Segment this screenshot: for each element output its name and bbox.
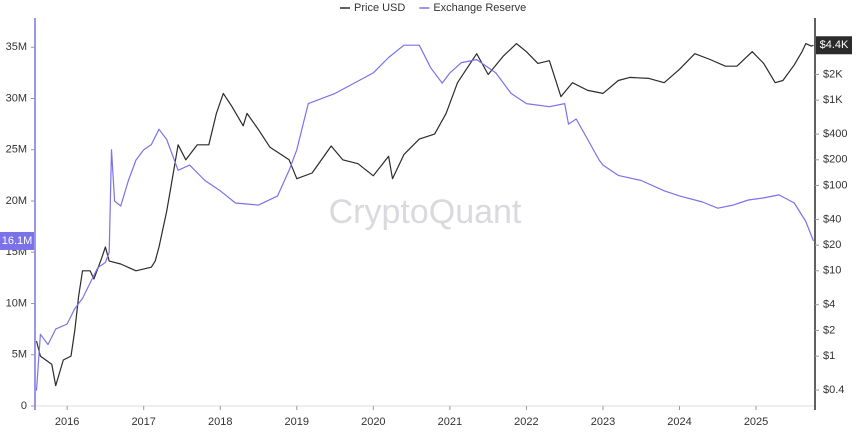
y2-tick-label: $4 [823, 299, 835, 311]
y2-tick-label: $1K [823, 94, 843, 106]
y2-tick-label: $2K [823, 68, 843, 80]
legend-label: Exchange Reserve [433, 2, 526, 14]
y2-tick-label: $0.4 [823, 384, 844, 396]
value-label: 16.1M [2, 235, 33, 247]
y-tick-label: 0 [21, 400, 27, 412]
value-label: $4.4K [820, 39, 849, 51]
y-tick-label: 10M [6, 297, 27, 309]
y-tick-label: 35M [6, 41, 27, 53]
y-tick-label: 30M [6, 92, 27, 104]
series-line [35, 44, 815, 391]
x-tick-label: 2021 [438, 416, 462, 428]
y2-tick-label: $400 [823, 128, 847, 140]
y2-tick-label: $100 [823, 179, 847, 191]
x-tick-label: 2018 [208, 416, 232, 428]
y2-tick-label: $20 [823, 239, 841, 251]
y-tick-label: 25M [6, 144, 27, 156]
x-tick-label: 2023 [591, 416, 615, 428]
y2-tick-label: $40 [823, 213, 841, 225]
y2-tick-label: $200 [823, 154, 847, 166]
x-tick-label: 2022 [514, 416, 538, 428]
y2-tick-label: $1 [823, 350, 835, 362]
x-tick-label: 2025 [744, 416, 768, 428]
series-line [35, 42, 814, 387]
value-label-box [816, 36, 852, 55]
watermark: CryptoQuant [329, 193, 522, 231]
y2-tick-label: $2 [823, 324, 835, 336]
y-tick-label: 5M [12, 349, 27, 361]
x-tick-label: 2017 [131, 416, 155, 428]
y2-tick-label: $10 [823, 265, 841, 277]
legend-label: Price USD [354, 2, 405, 14]
x-tick-label: 2024 [667, 416, 691, 428]
value-label-box [0, 231, 34, 250]
y-tick-label: 20M [6, 195, 27, 207]
x-tick-label: 2016 [55, 416, 79, 428]
x-tick-label: 2020 [361, 416, 385, 428]
x-tick-label: 2019 [285, 416, 309, 428]
